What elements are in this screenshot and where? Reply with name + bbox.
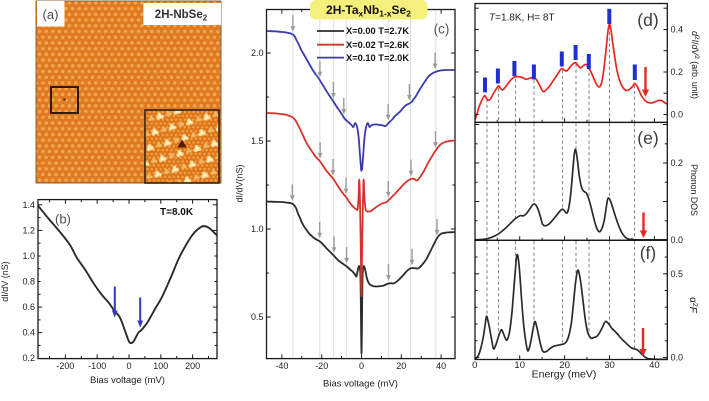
svg-text:-100: -100 [88, 361, 106, 371]
svg-text:0.8: 0.8 [22, 277, 35, 287]
svg-text:2H-NbSe2: 2H-NbSe2 [155, 9, 208, 23]
svg-text:dI/dV(nS): dI/dV(nS) [235, 164, 245, 202]
svg-text:(e): (e) [637, 128, 658, 148]
svg-text:0: 0 [472, 360, 477, 371]
svg-text:100: 100 [153, 361, 168, 371]
svg-text:20: 20 [559, 360, 570, 371]
svg-text:(a): (a) [43, 7, 59, 22]
svg-text:α2F: α2F [687, 297, 698, 314]
svg-text:30: 30 [604, 360, 615, 371]
svg-text:0.4: 0.4 [22, 328, 35, 338]
svg-text:Phonon DOS: Phonon DOS [689, 164, 699, 216]
svg-text:X=0.00 T=2.7K: X=0.00 T=2.7K [346, 26, 409, 36]
svg-text:0.2: 0.2 [671, 158, 684, 168]
svg-text:-200: -200 [56, 361, 74, 371]
svg-text:0: 0 [126, 361, 131, 371]
svg-text:(f): (f) [640, 243, 657, 263]
svg-text:(c): (c) [434, 22, 450, 37]
svg-text:Energy (meV): Energy (meV) [532, 369, 597, 381]
svg-text:0.0: 0.0 [671, 353, 684, 363]
svg-text:1.5: 1.5 [251, 136, 264, 146]
svg-text:0.5: 0.5 [671, 269, 684, 279]
svg-text:2.0: 2.0 [251, 48, 264, 58]
svg-text:40: 40 [649, 360, 660, 371]
svg-text:0.2: 0.2 [22, 353, 35, 363]
svg-text:T=8.0K: T=8.0K [160, 207, 194, 218]
svg-text:200: 200 [185, 361, 200, 371]
svg-text:1.4: 1.4 [22, 200, 35, 210]
svg-text:0.0: 0.0 [671, 235, 684, 245]
svg-text:d2I/dV2 (arb. unit): d2I/dV2 (arb. unit) [690, 31, 700, 99]
svg-text:0.2: 0.2 [671, 67, 684, 77]
svg-text:1.2: 1.2 [22, 225, 35, 235]
svg-text:Bias voltage (mV): Bias voltage (mV) [323, 379, 398, 390]
svg-text:0.4: 0.4 [671, 25, 684, 35]
svg-text:-40: -40 [275, 361, 288, 371]
svg-text:-20: -20 [315, 361, 328, 371]
svg-text:X=0.10 T=2.0K: X=0.10 T=2.0K [346, 53, 409, 63]
svg-text:1.0: 1.0 [251, 224, 264, 234]
svg-text:0: 0 [359, 361, 364, 371]
svg-text:(d): (d) [637, 10, 658, 30]
svg-text:X=0.02 T=2.6K: X=0.02 T=2.6K [346, 40, 409, 50]
svg-text:2H-TaxNb1-xSe2: 2H-TaxNb1-xSe2 [326, 3, 411, 19]
svg-text:1.0: 1.0 [22, 251, 35, 261]
svg-text:T=1.8K, H= 8T: T=1.8K, H= 8T [489, 13, 555, 24]
svg-text:0.6: 0.6 [22, 302, 35, 312]
svg-text:10: 10 [514, 360, 525, 371]
svg-text:0.5: 0.5 [251, 312, 264, 322]
svg-text:(b): (b) [55, 212, 71, 227]
svg-text:20: 20 [396, 361, 406, 371]
svg-text:0.0: 0.0 [671, 110, 684, 120]
svg-text:40: 40 [436, 361, 446, 371]
svg-text:Bias voltage (mV): Bias voltage (mV) [90, 375, 165, 386]
svg-text:dI/dV (nS): dI/dV (nS) [0, 261, 10, 302]
